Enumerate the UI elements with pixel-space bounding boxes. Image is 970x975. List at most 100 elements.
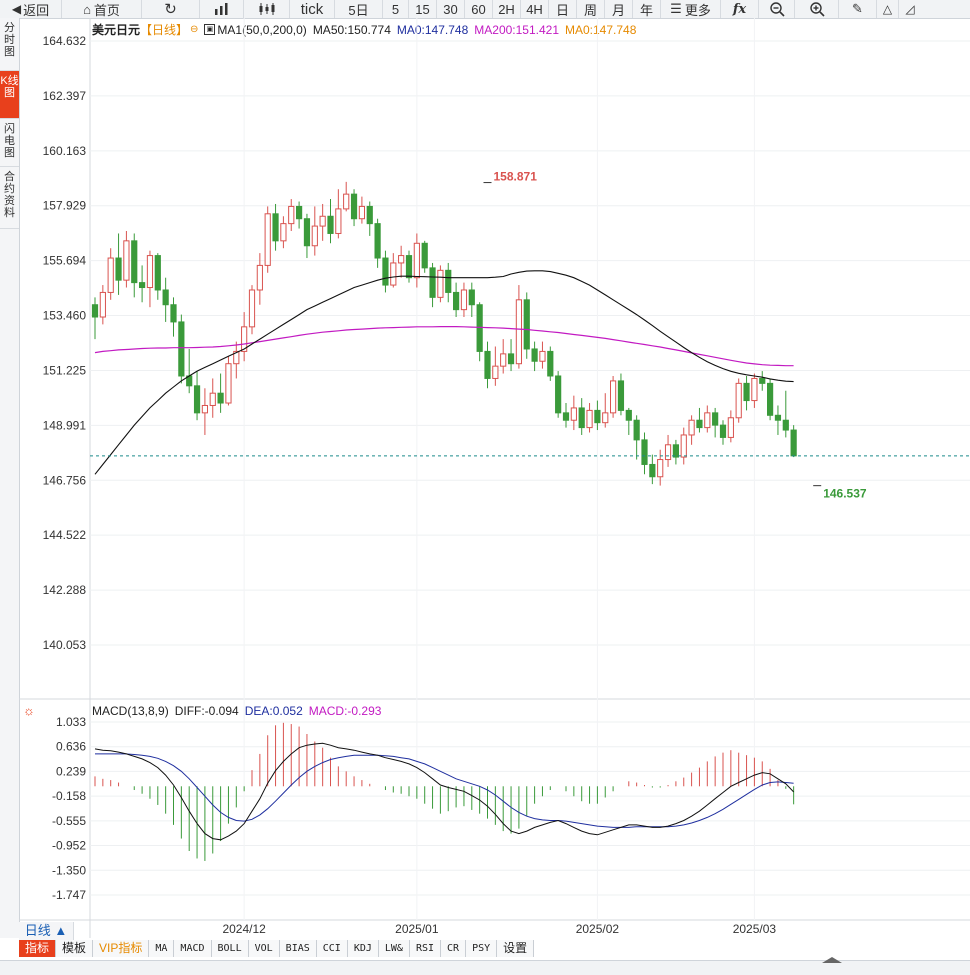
- sidebar-item-contract-info[interactable]: 合约资料: [0, 167, 19, 229]
- top-toolbar: ◀ 返回 ⌂ 首页 ↻ tick 5日 5 15 30 60 2H 4H 日 周…: [0, 0, 970, 19]
- home-button-label: 首页: [93, 2, 120, 18]
- period-year-button[interactable]: 年: [633, 0, 661, 18]
- period-label: 5日: [348, 2, 369, 18]
- scroll-down-icon[interactable]: [822, 957, 842, 963]
- candle-down: [382, 257, 389, 286]
- triangle-icon: △: [882, 2, 893, 16]
- candle-up: [570, 407, 577, 421]
- period-tag: 【日线】: [140, 23, 189, 37]
- ma200-value: MA200:151.421: [474, 22, 559, 37]
- tab-psy[interactable]: PSY: [466, 940, 498, 957]
- period-4h-button[interactable]: 4H: [521, 0, 549, 18]
- drawing-tool-button[interactable]: △: [877, 0, 899, 18]
- candle-up: [657, 459, 664, 478]
- candle-up: [209, 392, 216, 406]
- ma-setting-icon[interactable]: ▣: [204, 24, 216, 35]
- tab-cr[interactable]: CR: [441, 940, 467, 957]
- candle-down: [782, 419, 789, 431]
- tab-vip-indicator[interactable]: VIP指标: [93, 940, 150, 957]
- candle-up: [413, 242, 420, 279]
- macd-y-tick: 0.239: [56, 764, 86, 778]
- price-y-tick: 142.288: [43, 583, 87, 597]
- price-y-tick: 155.694: [43, 254, 87, 268]
- period-month-button[interactable]: 月: [605, 0, 633, 18]
- candle-down: [429, 267, 436, 298]
- formula-button[interactable]: fx: [721, 0, 759, 18]
- candle-up: [492, 365, 499, 379]
- period-label: 2H: [498, 1, 515, 17]
- macd-y-tick: 0.636: [56, 740, 86, 754]
- candle-down: [445, 269, 452, 293]
- macd-histogram: [94, 722, 795, 861]
- candle-up: [358, 205, 365, 220]
- chart-type-button[interactable]: [200, 0, 244, 18]
- period-label: 5: [391, 1, 400, 17]
- tab-rsi[interactable]: RSI: [409, 940, 442, 957]
- candle-up: [704, 412, 711, 429]
- tick-button[interactable]: tick: [290, 0, 335, 18]
- candle-down: [186, 375, 193, 387]
- period-60-button[interactable]: 60: [465, 0, 493, 18]
- period-day-button[interactable]: 日: [549, 0, 577, 18]
- more-button[interactable]: ☰ 更多: [661, 0, 721, 18]
- tab-template[interactable]: 模板: [56, 940, 94, 957]
- period-selector[interactable]: 日线 ▲: [19, 922, 74, 940]
- tab-macd[interactable]: MACD: [174, 940, 212, 957]
- home-icon: ⌂: [83, 1, 91, 17]
- period-week-button[interactable]: 周: [577, 0, 605, 18]
- ma0-value-secondary: MA0:147.748: [565, 22, 637, 37]
- period-label: 年: [639, 2, 653, 18]
- zoom-in-button[interactable]: [795, 0, 839, 18]
- candle-up: [241, 326, 248, 352]
- status-bar: [0, 960, 970, 975]
- candle-down: [547, 350, 554, 377]
- period-5-button[interactable]: 5: [383, 0, 409, 18]
- period-label: 月: [611, 2, 625, 18]
- zoom-in-icon: [809, 2, 825, 17]
- candle-up: [610, 380, 617, 414]
- sun-settings-icon[interactable]: ☼: [23, 703, 35, 718]
- back-button[interactable]: ◀ 返回: [0, 0, 62, 18]
- candle-up: [680, 434, 687, 458]
- price-y-tick: 164.632: [43, 34, 87, 48]
- macd-y-tick: -1.747: [52, 888, 86, 902]
- candle-down: [115, 257, 122, 281]
- price-y-tick: 140.053: [43, 638, 87, 652]
- tab-kdj[interactable]: KDJ: [347, 940, 379, 957]
- tab-cci[interactable]: CCI: [316, 940, 348, 957]
- tab-lw[interactable]: LW&: [378, 940, 410, 957]
- candle-down: [131, 240, 138, 284]
- settings-dot-icon[interactable]: ⊖: [190, 24, 199, 35]
- period-30-button[interactable]: 30: [437, 0, 465, 18]
- home-button[interactable]: ⌂ 首页: [62, 0, 142, 18]
- sidebar-item-timeshare[interactable]: 分时图: [0, 18, 19, 71]
- period-5day-button[interactable]: 5日: [335, 0, 383, 18]
- dea-line: [95, 753, 794, 828]
- candle-up: [586, 409, 593, 429]
- tab-ma[interactable]: MA: [149, 940, 175, 957]
- sidebar-item-flash[interactable]: 闪电图: [0, 119, 19, 167]
- refresh-icon: ↻: [164, 1, 177, 18]
- shape-tool-button[interactable]: ◿: [899, 0, 921, 18]
- tab-indicator[interactable]: 指标: [19, 940, 57, 957]
- tab-settings[interactable]: 设置: [497, 940, 535, 957]
- candle-down: [327, 215, 334, 234]
- ma0-value: MA0:147.748: [396, 22, 469, 37]
- tab-vol[interactable]: VOL: [248, 940, 280, 957]
- period-label: 周: [583, 2, 597, 18]
- bar-chart-icon: [214, 3, 227, 15]
- refresh-button[interactable]: ↻: [142, 0, 200, 18]
- sidebar-item-kline[interactable]: K线图: [0, 71, 19, 119]
- candle-up: [123, 240, 130, 281]
- tab-bias[interactable]: BIAS: [279, 940, 317, 957]
- period-15-button[interactable]: 15: [409, 0, 437, 18]
- candle-up: [343, 193, 350, 210]
- candle-down: [633, 419, 640, 441]
- zoom-out-button[interactable]: [759, 0, 795, 18]
- period-2h-button[interactable]: 2H: [493, 0, 521, 18]
- x-tick-label: 2024/12: [222, 922, 266, 936]
- candle-type-button[interactable]: [244, 0, 290, 18]
- draw-line-button[interactable]: ✎: [839, 0, 877, 18]
- tab-boll[interactable]: BOLL: [211, 940, 249, 957]
